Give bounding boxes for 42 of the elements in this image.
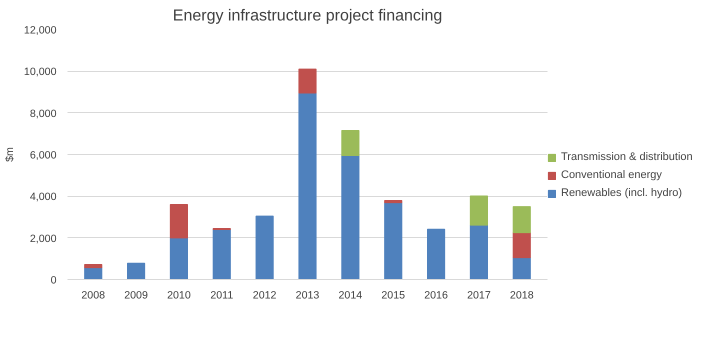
legend-label: Transmission & distribution xyxy=(561,151,693,163)
bar xyxy=(470,224,488,280)
x-tick-label: 2014 xyxy=(338,290,362,302)
y-tick-label: 8,000 xyxy=(30,108,57,120)
x-tick-label: 2015 xyxy=(381,290,406,302)
legend-label: Conventional energy xyxy=(561,169,662,181)
bar xyxy=(512,232,531,258)
x-tick-label: 2017 xyxy=(467,290,491,302)
x-tick-label: 2009 xyxy=(124,290,148,302)
x-tick-label: 2011 xyxy=(210,290,234,302)
bar xyxy=(384,202,402,280)
bar xyxy=(341,130,360,156)
y-tick-label: 2,000 xyxy=(30,232,57,245)
bar xyxy=(170,237,188,280)
legend-label: Renewables (incl. hydro) xyxy=(561,187,682,199)
x-tick-label: 2012 xyxy=(252,290,277,302)
bar xyxy=(427,228,446,280)
bar xyxy=(256,216,274,280)
bar xyxy=(512,206,531,234)
bar xyxy=(212,229,231,280)
bar xyxy=(470,195,488,226)
x-tick-label: 2018 xyxy=(510,290,534,302)
chart-title: Energy infrastructure project financing xyxy=(172,8,442,24)
y-tick-label: 6,000 xyxy=(30,150,57,162)
x-tick-label: 2013 xyxy=(296,290,320,302)
x-tick-label: 2008 xyxy=(81,290,106,302)
bar xyxy=(298,92,317,280)
bar xyxy=(384,200,402,204)
bar xyxy=(341,155,360,280)
bar xyxy=(127,262,146,280)
bar xyxy=(298,68,317,94)
x-tick-label: 2016 xyxy=(424,290,448,302)
y-tick-label: 12,000 xyxy=(24,24,57,36)
bar xyxy=(170,204,188,238)
y-tick-label: 10,000 xyxy=(24,66,57,78)
y-tick-label: 0 xyxy=(50,274,57,286)
bar xyxy=(84,264,102,268)
x-tick-label: 2010 xyxy=(167,290,191,302)
bar xyxy=(84,267,102,280)
y-axis-title: $m xyxy=(4,146,16,162)
bar xyxy=(512,257,531,280)
y-tick-label: 4,000 xyxy=(30,191,57,204)
